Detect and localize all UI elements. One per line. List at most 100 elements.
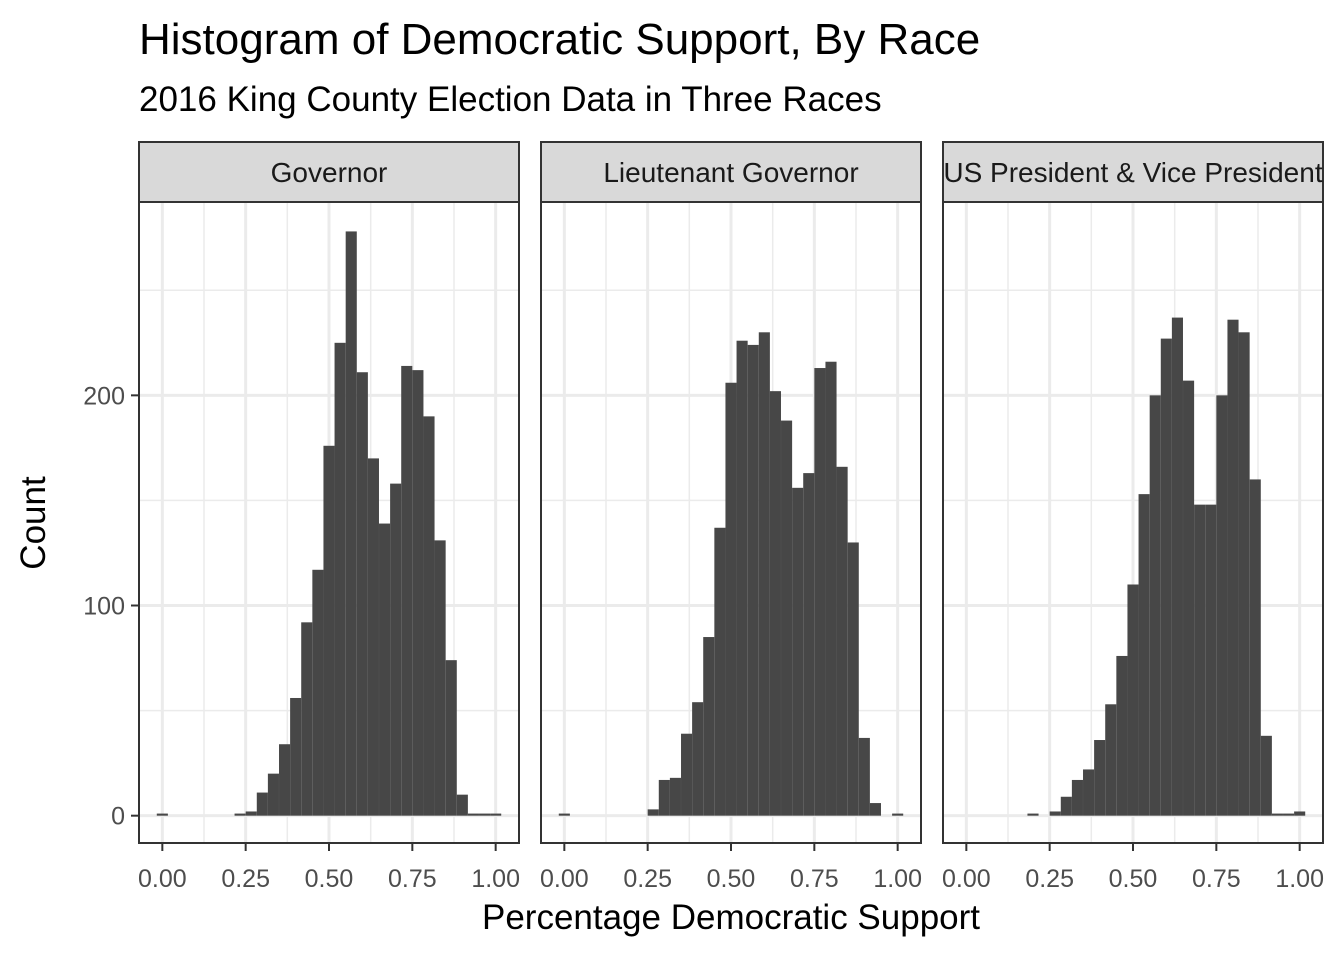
histogram-bar	[1060, 796, 1072, 816]
histogram-bar	[825, 361, 837, 816]
histogram-bar	[234, 813, 246, 816]
histogram-bar	[334, 342, 346, 816]
histogram-bar	[714, 527, 726, 816]
panel-contents	[139, 202, 519, 843]
histogram-bar	[467, 813, 479, 816]
histogram-bar	[1027, 813, 1039, 816]
histogram-bar	[781, 420, 793, 816]
histogram-bar	[814, 368, 826, 816]
histogram-bar	[1116, 655, 1128, 816]
histogram-bar	[1127, 584, 1139, 816]
x-tick-label: 1.00	[1275, 865, 1324, 893]
x-tick-label: 0.75	[388, 865, 437, 893]
histogram-bar	[479, 813, 491, 816]
histogram-bar	[1294, 811, 1306, 816]
histogram-bar	[792, 487, 804, 816]
chart-subtitle: 2016 King County Election Data in Three …	[139, 80, 882, 119]
histogram-bar	[658, 779, 670, 816]
histogram-bar	[1149, 395, 1161, 816]
histogram-bar	[1183, 380, 1195, 816]
facet-label: Lieutenant Governor	[603, 157, 858, 188]
histogram-bar	[1194, 504, 1206, 816]
x-tick-label: 0.75	[790, 865, 839, 893]
histogram-bar	[323, 445, 335, 816]
histogram-bar	[267, 773, 279, 816]
histogram-bar	[647, 809, 659, 816]
facet-panel: Lieutenant Governor 0.00 0.25 0.50 0.75 1.00	[540, 141, 922, 893]
x-tick-label: 0.50	[707, 865, 756, 893]
histogram-bar	[456, 794, 468, 816]
histogram-bar	[1227, 319, 1239, 816]
y-tick-label: 0	[111, 803, 125, 831]
histogram-bar	[892, 813, 904, 816]
histogram-bar	[692, 702, 704, 816]
histogram-bar	[423, 416, 435, 816]
histogram-bar	[279, 744, 291, 816]
facet-label: US President & Vice President	[943, 157, 1322, 188]
histogram-bar	[1260, 735, 1272, 816]
histogram-bar	[490, 813, 502, 816]
histogram-bar	[1205, 504, 1217, 816]
histogram-bar	[1216, 395, 1228, 816]
x-axis-label: Percentage Democratic Support	[481, 898, 981, 937]
histogram-bar	[245, 811, 257, 816]
x-tick-label: 0.50	[1109, 865, 1158, 893]
histogram-bar	[769, 391, 781, 816]
histogram-bar	[445, 660, 457, 816]
x-tick-label: 0.25	[623, 865, 672, 893]
histogram-bar	[290, 697, 302, 816]
histogram-bar	[803, 473, 815, 816]
histogram-bar	[1083, 769, 1095, 816]
histogram-bar	[858, 737, 870, 816]
x-tick-label: 0.25	[221, 865, 270, 893]
histogram-bar	[558, 813, 570, 816]
histogram-bar	[1283, 813, 1295, 816]
histogram-bar	[1160, 338, 1172, 816]
y-tick-label: 100	[83, 593, 125, 621]
facet-label: Governor	[271, 157, 388, 188]
histogram-bar	[1138, 494, 1150, 816]
histogram-bar	[312, 569, 324, 816]
histogram-bar	[390, 483, 402, 816]
histogram-bar	[1238, 332, 1250, 816]
histogram-bar	[356, 372, 368, 816]
histogram-bar	[256, 792, 268, 816]
facet-strip	[540, 141, 922, 203]
histogram-bar	[1249, 479, 1261, 816]
facet-panel: Governor 0.00 0.25 0.50 0.75 1.00	[138, 141, 520, 893]
histogram-bar	[1171, 317, 1183, 816]
histogram-bar	[156, 813, 168, 816]
histogram-bar	[434, 540, 446, 816]
histogram-bar	[725, 382, 737, 816]
histogram-bar	[747, 344, 759, 816]
panel-contents	[541, 202, 921, 843]
x-tick-label: 0.50	[305, 865, 354, 893]
histogram-bar	[669, 777, 681, 816]
x-tick-label: 0.00	[942, 865, 991, 893]
facet-strip	[942, 141, 1324, 203]
histogram-bar	[301, 622, 313, 816]
histogram-bar	[345, 231, 357, 816]
histogram-bar	[1271, 813, 1283, 816]
y-tick-label: 200	[83, 382, 125, 410]
x-tick-label: 0.25	[1025, 865, 1074, 893]
histogram-bar	[836, 466, 848, 816]
x-tick-label: 0.00	[540, 865, 589, 893]
histogram-bar	[869, 803, 881, 816]
facet-strip	[138, 141, 520, 203]
chart-title: Histogram of Democratic Support, By Race	[139, 15, 981, 64]
histogram-bar	[1105, 704, 1117, 816]
histogram-bar	[736, 340, 748, 816]
x-tick-label: 1.00	[873, 865, 922, 893]
x-tick-label: 1.00	[471, 865, 520, 893]
histogram-bar	[681, 733, 693, 816]
histogram-bar	[847, 542, 859, 816]
histogram-bar	[1049, 811, 1061, 816]
histogram-bar	[367, 458, 379, 816]
histogram-bar	[1071, 779, 1083, 816]
panel-contents	[943, 202, 1323, 843]
facet-panel: US President & Vice President 0.00 0.25 0.5…	[942, 141, 1324, 893]
x-tick-label: 0.00	[138, 865, 187, 893]
histogram-bar	[379, 523, 391, 816]
